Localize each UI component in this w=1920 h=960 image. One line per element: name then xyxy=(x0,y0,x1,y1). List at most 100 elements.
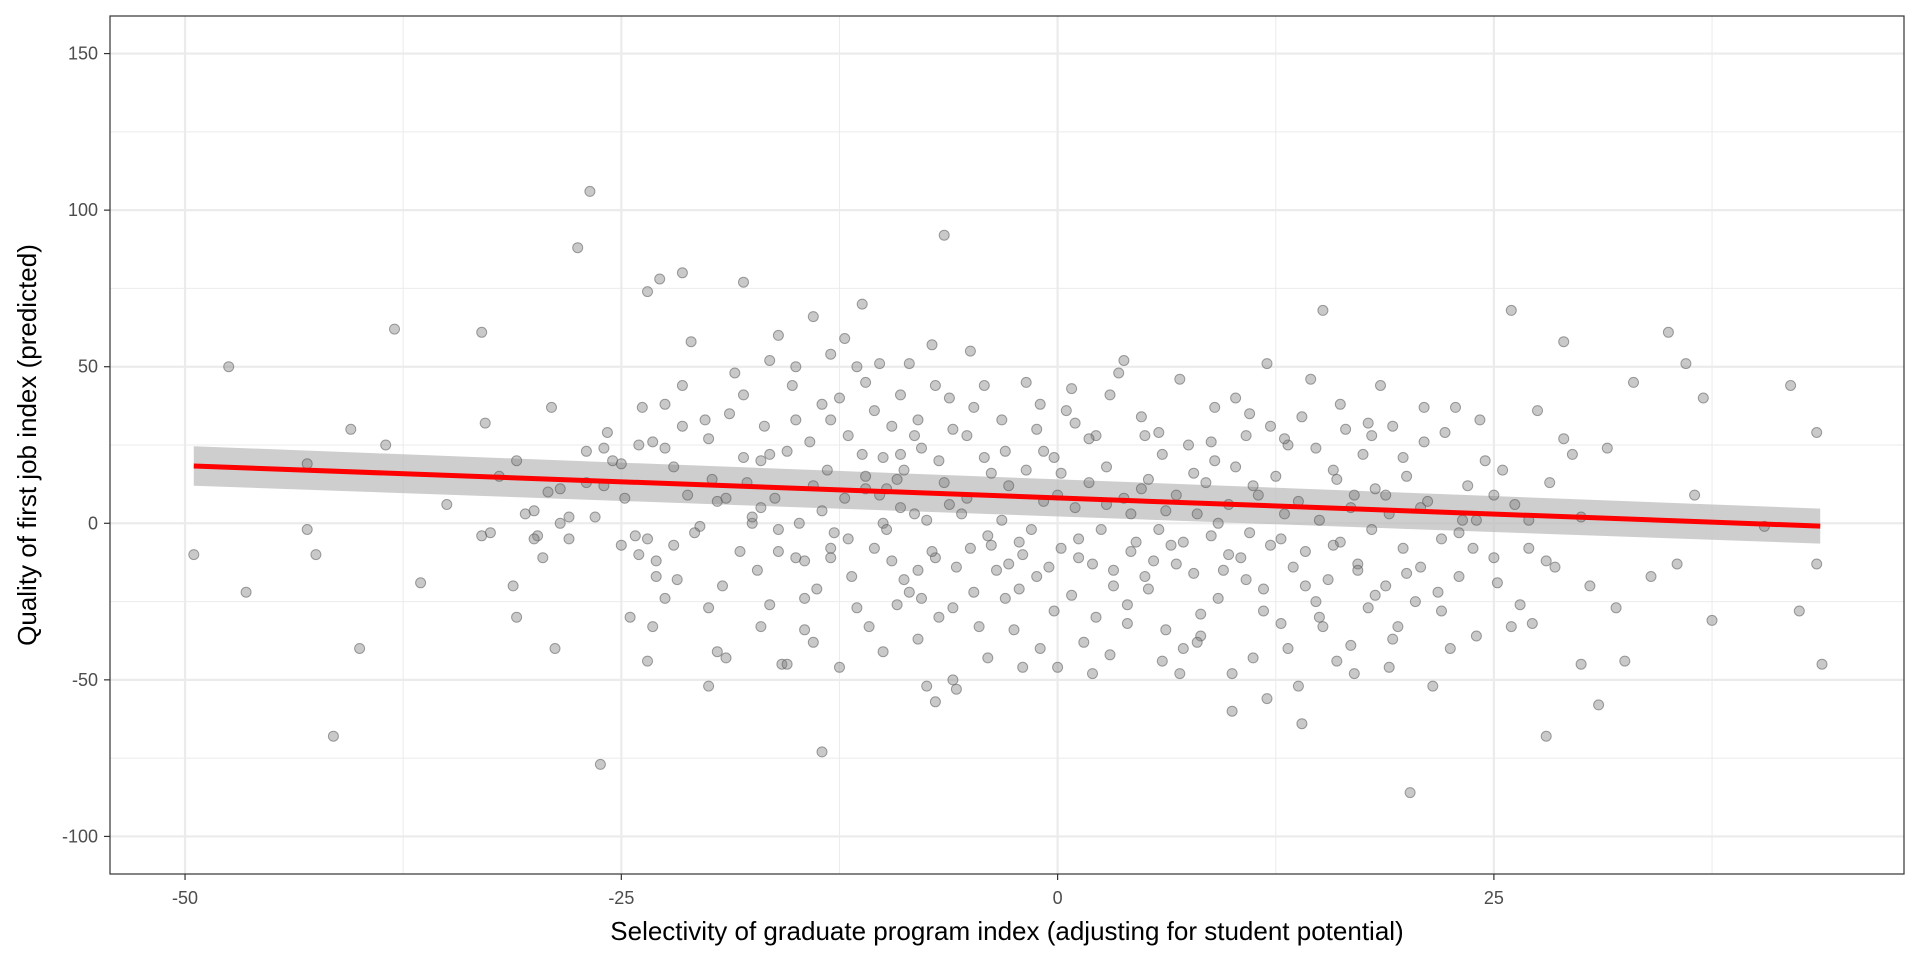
data-point xyxy=(1331,473,1343,485)
data-point xyxy=(950,561,962,573)
data-point xyxy=(1491,577,1503,589)
data-point xyxy=(301,458,313,470)
data-point xyxy=(1247,652,1259,664)
data-point xyxy=(1258,605,1269,617)
data-point xyxy=(1544,477,1556,489)
data-point xyxy=(554,483,566,495)
data-point xyxy=(354,643,366,654)
data-point xyxy=(921,680,933,692)
data-point xyxy=(964,345,976,357)
data-point xyxy=(1083,433,1095,445)
data-point xyxy=(1523,542,1535,554)
data-point xyxy=(1160,624,1172,636)
data-point xyxy=(1240,574,1252,586)
data-point xyxy=(863,621,875,633)
data-point xyxy=(1139,430,1151,442)
data-point xyxy=(1401,470,1413,482)
data-point xyxy=(703,602,715,614)
data-point xyxy=(891,599,903,611)
data-point xyxy=(1532,405,1543,417)
data-point xyxy=(929,696,941,708)
data-point xyxy=(968,401,980,413)
data-point xyxy=(1380,489,1392,501)
data-point xyxy=(1261,358,1273,370)
data-point xyxy=(881,524,893,535)
data-point xyxy=(1226,668,1238,680)
data-point xyxy=(1558,336,1570,348)
data-point xyxy=(1362,602,1374,614)
data-point xyxy=(619,492,631,504)
data-point xyxy=(1247,480,1259,492)
data-point xyxy=(1457,514,1468,526)
data-point xyxy=(1558,433,1570,445)
data-point xyxy=(1479,455,1491,467)
data-point xyxy=(834,661,845,673)
data-point xyxy=(1240,430,1252,442)
data-point xyxy=(699,414,711,426)
data-point xyxy=(327,730,339,742)
data-point xyxy=(642,655,653,667)
data-point xyxy=(1153,524,1165,535)
data-point xyxy=(877,646,889,658)
data-point xyxy=(668,461,680,473)
data-point xyxy=(926,339,938,351)
data-point xyxy=(1020,464,1032,476)
fit-line xyxy=(193,463,1821,529)
data-point xyxy=(1252,489,1264,501)
data-point xyxy=(1610,602,1622,614)
data-point xyxy=(751,564,763,576)
data-point xyxy=(659,398,671,410)
data-point xyxy=(933,455,945,467)
x-tick-label: -25 xyxy=(608,888,634,908)
data-point xyxy=(1505,621,1517,633)
grid-lines xyxy=(110,16,1904,874)
data-point xyxy=(1034,643,1046,654)
data-point xyxy=(584,185,596,197)
data-point xyxy=(415,577,427,589)
data-point xyxy=(1177,536,1189,548)
data-point xyxy=(1526,618,1538,629)
data-point xyxy=(1055,467,1067,479)
data-point xyxy=(659,592,671,604)
data-point xyxy=(816,746,828,758)
data-point xyxy=(1188,567,1200,579)
data-point xyxy=(1104,649,1116,661)
data-point xyxy=(1195,608,1207,620)
data-point xyxy=(758,420,770,432)
data-points xyxy=(188,185,1828,799)
data-point xyxy=(999,445,1011,457)
data-point xyxy=(624,611,636,623)
data-point xyxy=(1160,505,1172,517)
data-point xyxy=(1593,699,1605,711)
data-point xyxy=(909,508,920,520)
data-point xyxy=(1313,514,1325,526)
data-point xyxy=(1401,567,1413,579)
data-point xyxy=(755,621,767,633)
data-point xyxy=(799,555,811,567)
data-point xyxy=(1125,546,1137,557)
data-point xyxy=(1392,621,1404,633)
y-tick-label: 50 xyxy=(78,357,98,377)
data-point xyxy=(1188,467,1200,479)
data-point xyxy=(1275,618,1287,629)
data-point xyxy=(580,445,592,457)
data-point xyxy=(1575,658,1587,670)
data-point xyxy=(1191,636,1203,648)
data-point xyxy=(877,452,889,463)
data-point xyxy=(1362,417,1374,429)
data-point xyxy=(1101,461,1112,473)
data-point xyxy=(1244,408,1256,420)
data-point xyxy=(1142,473,1154,485)
data-point xyxy=(1540,555,1552,567)
data-point xyxy=(528,505,540,517)
data-point xyxy=(729,367,741,379)
data-point xyxy=(511,455,523,467)
data-point xyxy=(1125,508,1137,520)
data-point xyxy=(1279,508,1290,520)
data-point xyxy=(764,599,776,611)
data-point xyxy=(912,414,924,426)
data-point xyxy=(642,286,653,298)
data-point xyxy=(650,571,662,582)
data-point xyxy=(1505,304,1517,316)
